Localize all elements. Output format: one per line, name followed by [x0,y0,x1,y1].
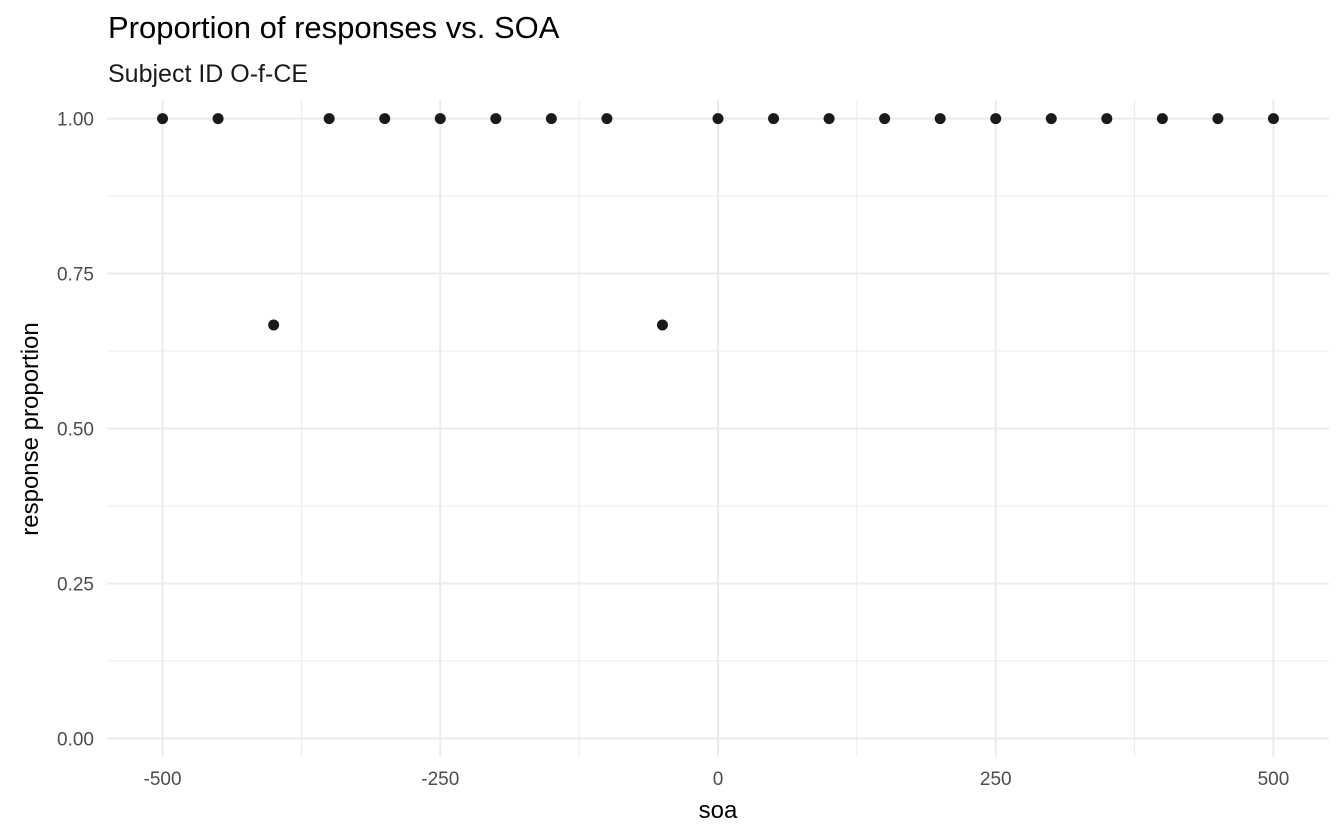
chart-title: Proportion of responses vs. SOA [108,10,560,45]
y-tick-label: 0.25 [57,574,94,595]
major-gridlines [107,100,1329,757]
data-point [1212,113,1224,125]
data-points [157,113,1279,331]
y-tick-label: 0.50 [57,420,94,441]
data-point [545,113,557,125]
chart-subtitle: Subject ID O-f-CE [108,60,309,88]
data-point [1156,113,1168,125]
data-point [157,113,169,125]
data-point [656,319,668,331]
data-point [1101,113,1113,125]
y-tick-label: 0.75 [57,265,94,286]
data-point [823,113,835,125]
data-point [1045,113,1057,125]
data-point [879,113,891,125]
data-point [934,113,946,125]
x-tick-label: 250 [980,769,1012,790]
data-point [712,113,724,125]
x-tick-label: 0 [713,769,724,790]
data-point [490,113,502,125]
data-point [323,113,335,125]
x-tick-label: -250 [421,769,459,790]
data-point [990,113,1002,125]
x-tick-label: 500 [1258,769,1290,790]
data-point [379,113,391,125]
y-axis-title: response proportion [17,322,44,535]
x-axis-title: soa [699,797,738,824]
x-tick-label: -500 [144,769,182,790]
data-point [601,113,613,125]
y-tick-label: 1.00 [57,110,94,131]
y-tick-label: 0.00 [57,729,94,750]
data-point [434,113,446,125]
tick-labels: -500 -250 0 250 500 0.00 0.25 0.50 0.75 1.00 [57,110,1289,790]
data-point [768,113,780,125]
data-point [1267,113,1279,125]
data-point [268,319,280,331]
data-point [212,113,224,125]
